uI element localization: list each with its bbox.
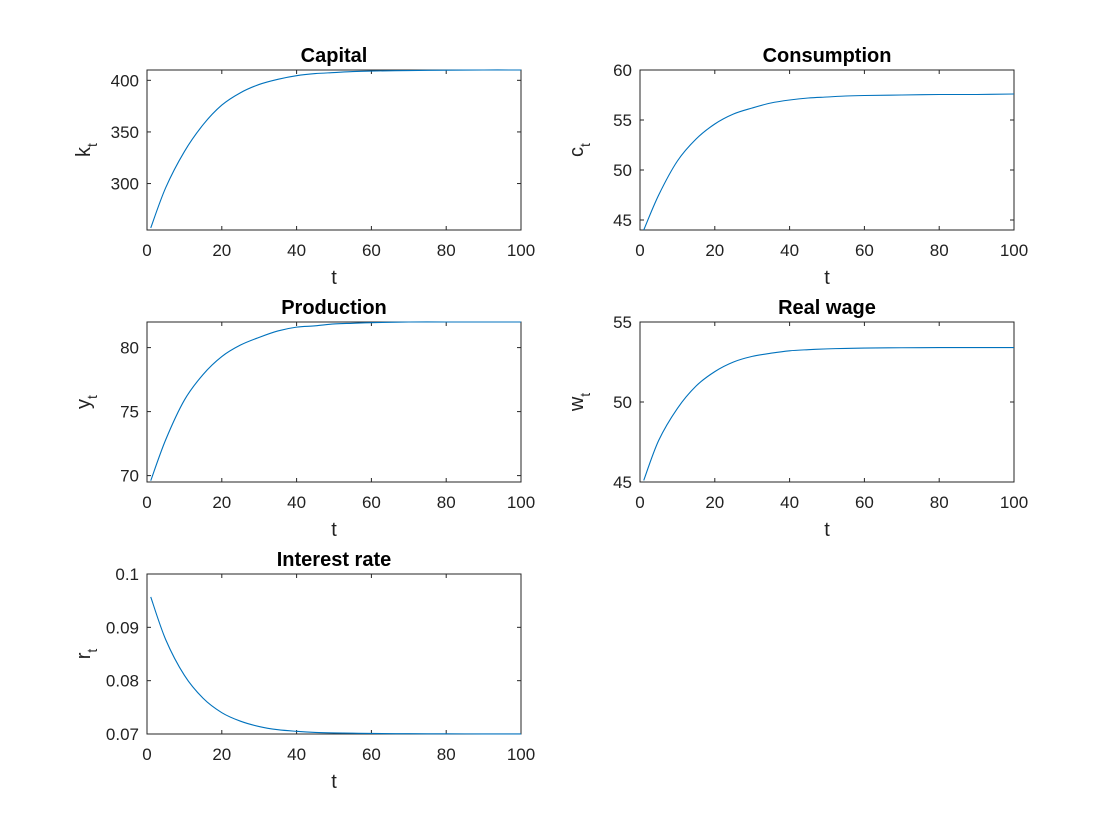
x-tick-label: 80 — [437, 493, 456, 512]
x-tick-label: 40 — [287, 745, 306, 764]
y-tick-label: 0.1 — [115, 565, 139, 584]
x-tick-label: 20 — [705, 493, 724, 512]
x-tick-label: 20 — [212, 493, 231, 512]
x-tick-label: 20 — [705, 241, 724, 260]
series-line-0 — [150, 596, 522, 735]
series-line-0 — [150, 321, 521, 481]
chart-title: Real wage — [778, 297, 876, 319]
y-tick-label: 55 — [613, 111, 632, 130]
x-tick-label: 100 — [507, 745, 535, 764]
x-tick-label: 60 — [362, 241, 381, 260]
x-tick-label: 40 — [287, 493, 306, 512]
series-line-0 — [643, 347, 1014, 481]
x-tick-label: 20 — [212, 241, 231, 260]
x-tick-label: 60 — [362, 493, 381, 512]
y-axis-label-base: c — [566, 147, 588, 157]
axes-box — [146, 321, 522, 483]
chart-title: Consumption — [763, 45, 892, 67]
y-tick-label: 60 — [613, 61, 632, 80]
y-axis-label-base: r — [73, 652, 95, 659]
y-tick-label: 400 — [111, 71, 139, 90]
x-tick-label: 40 — [780, 241, 799, 260]
y-axis-label: rt — [73, 649, 100, 660]
y-tick-label: 75 — [120, 403, 139, 422]
y-axis-label-base: w — [566, 396, 588, 412]
axes-box — [146, 573, 522, 735]
series-line-0 — [643, 93, 1015, 231]
x-tick-label: 0 — [635, 241, 644, 260]
x-tick-label: 100 — [507, 493, 535, 512]
y-axis-label-subscript: t — [84, 649, 100, 653]
x-tick-label: 80 — [437, 241, 456, 260]
x-tick-label: 80 — [930, 241, 949, 260]
x-axis-label: t — [331, 771, 337, 793]
y-axis-label-subscript: t — [84, 395, 100, 399]
y-axis-label-base: k — [73, 146, 95, 157]
x-tick-label: 0 — [635, 493, 644, 512]
x-tick-label: 80 — [930, 493, 949, 512]
x-axis-label: t — [824, 267, 830, 289]
x-tick-label: 80 — [437, 745, 456, 764]
x-tick-label: 0 — [142, 745, 151, 764]
x-tick-label: 100 — [1000, 241, 1028, 260]
x-tick-label: 60 — [855, 241, 874, 260]
y-axis-label-base: y — [73, 399, 95, 409]
x-tick-label: 60 — [362, 745, 381, 764]
y-axis-label-subscript: t — [577, 393, 593, 397]
chart-title: Capital — [301, 45, 368, 67]
y-tick-label: 50 — [613, 393, 632, 412]
x-tick-label: 100 — [507, 241, 535, 260]
x-axis-label: t — [331, 267, 337, 289]
y-tick-label: 50 — [613, 161, 632, 180]
y-tick-label: 45 — [613, 473, 632, 492]
subplot-interest-rate: 0 20 40 60 80 100 0.07 0.08 0.09 0.1 Interest rate… — [73, 549, 535, 793]
y-tick-label: 80 — [120, 339, 139, 358]
y-tick-label: 300 — [111, 175, 139, 194]
y-axis-label: yt — [73, 395, 100, 409]
x-tick-label: 40 — [780, 493, 799, 512]
x-tick-label: 100 — [1000, 493, 1028, 512]
axes-box — [639, 321, 1015, 483]
y-tick-label: 55 — [613, 313, 632, 332]
series-line-0 — [150, 69, 522, 229]
x-tick-label: 20 — [212, 745, 231, 764]
chart-title: Interest rate — [277, 549, 392, 571]
x-tick-label: 0 — [142, 241, 151, 260]
x-axis-label: t — [824, 519, 830, 541]
x-tick-label: 40 — [287, 241, 306, 260]
y-tick-label: 45 — [613, 211, 632, 230]
x-tick-label: 60 — [855, 493, 874, 512]
y-axis-label: wt — [566, 393, 593, 412]
y-axis-label: ct — [566, 143, 593, 157]
y-axis-label: kt — [73, 143, 100, 157]
y-tick-label: 70 — [120, 467, 139, 486]
x-axis-label: t — [331, 519, 337, 541]
y-tick-label: 0.09 — [106, 618, 139, 637]
y-tick-label: 0.07 — [106, 725, 139, 744]
chart-title: Production — [281, 297, 387, 319]
y-tick-label: 0.08 — [106, 672, 139, 691]
x-tick-label: 0 — [142, 493, 151, 512]
y-tick-label: 350 — [111, 123, 139, 142]
axes-box — [146, 69, 522, 231]
y-axis-label-subscript: t — [577, 143, 593, 147]
y-axis-label-subscript: t — [84, 143, 100, 147]
